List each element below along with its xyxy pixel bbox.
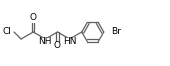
Text: NH: NH	[39, 37, 52, 47]
Text: O: O	[30, 14, 37, 23]
Text: Br: Br	[111, 28, 121, 36]
Text: O: O	[54, 42, 61, 50]
Text: HN: HN	[63, 37, 76, 47]
Text: Cl: Cl	[3, 28, 12, 36]
